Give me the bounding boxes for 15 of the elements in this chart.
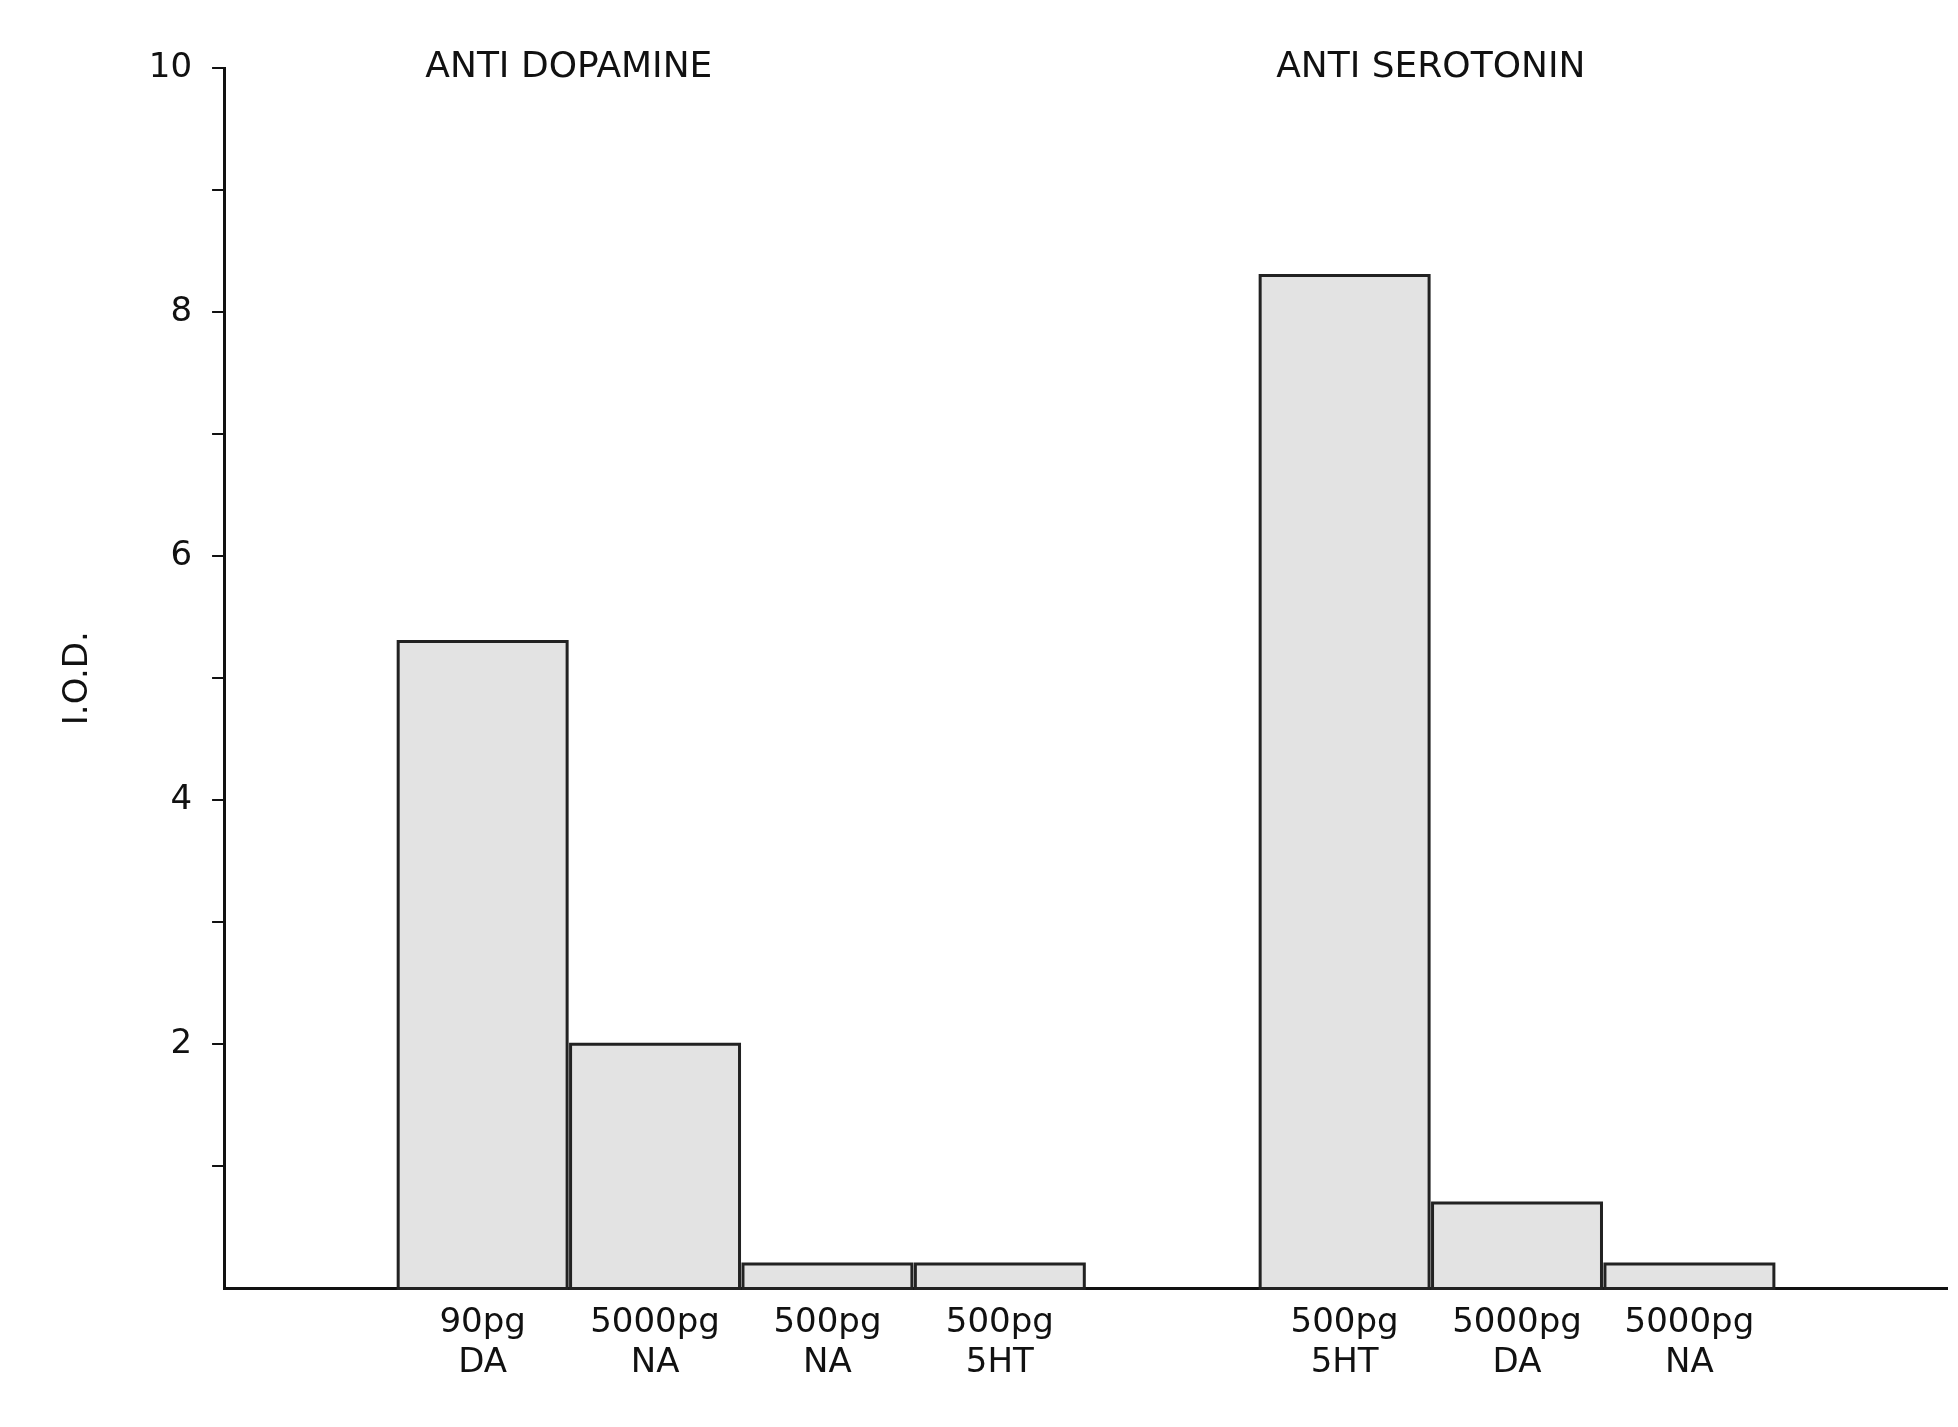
x-tick-label: 5000pg DA bbox=[1452, 1299, 1582, 1381]
y-axis-title: I.O.D. bbox=[55, 631, 96, 726]
y-tick-label: 2 bbox=[170, 1021, 193, 1062]
y-tick-label: 4 bbox=[170, 777, 193, 818]
x-tick-label: 5000pg NA bbox=[590, 1299, 720, 1381]
y-tick-label: 6 bbox=[170, 532, 193, 573]
annotation: ANTI SEROTONIN bbox=[1276, 44, 1586, 86]
x-tick-label: 500pg NA bbox=[773, 1299, 882, 1381]
x-tick-label: 5000pg NA bbox=[1624, 1299, 1755, 1381]
y-tick-label: 10 bbox=[148, 44, 193, 85]
x-tick-label: 90pg DA bbox=[439, 1299, 526, 1381]
x-tick-label: 500pg 5HT bbox=[1290, 1299, 1399, 1381]
annotation: ANTI DOPAMINE bbox=[425, 44, 713, 86]
x-tick-label: 500pg 5HT bbox=[945, 1299, 1054, 1381]
y-tick-label: 8 bbox=[170, 288, 193, 329]
